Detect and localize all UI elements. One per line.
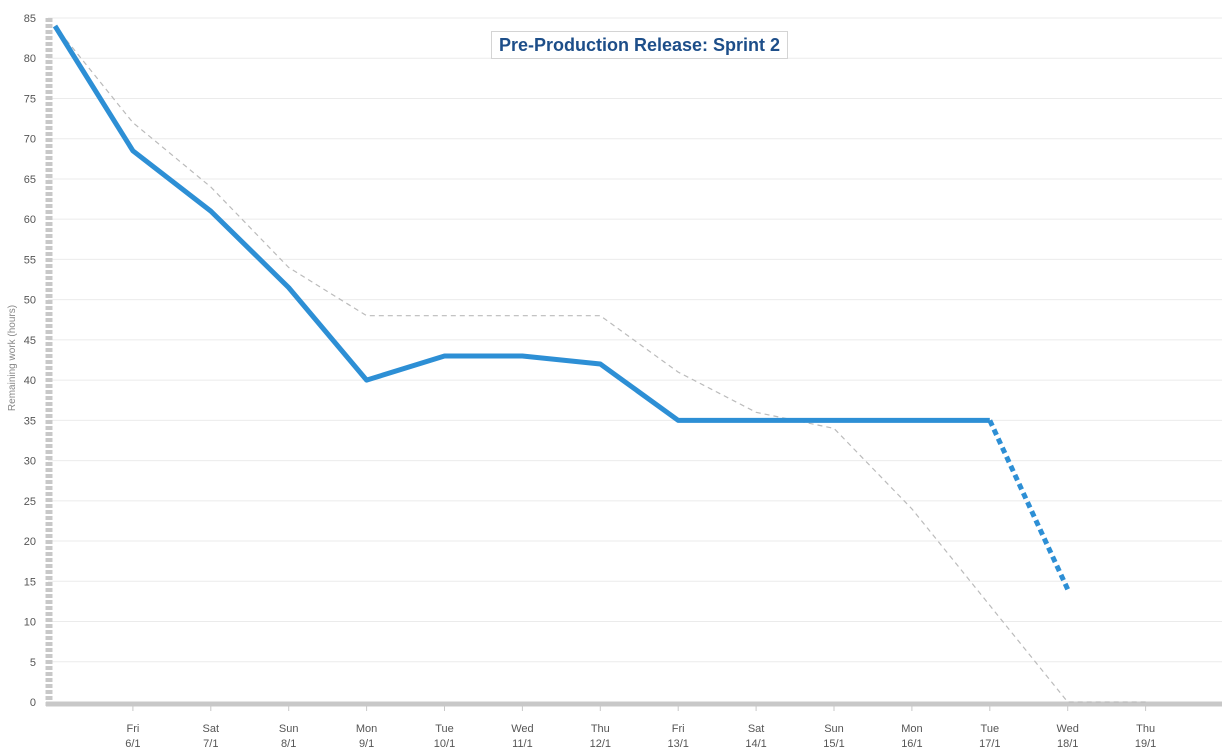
x-tick-date: 15/1 bbox=[823, 738, 844, 750]
series-line-ideal bbox=[54, 25, 1146, 703]
x-tick-date: 8/1 bbox=[281, 738, 296, 750]
x-tick-date: 18/1 bbox=[1057, 738, 1078, 750]
x-tick-date: 10/1 bbox=[434, 738, 455, 750]
x-tick-day: Sat bbox=[203, 723, 220, 735]
x-tick-day: Sun bbox=[824, 723, 844, 735]
x-axis-ticks: Fri 6/1 Sat 7/1 Sun 8/1 Mon 9/1 Tue 10/1 Wed 11/1 Th… bbox=[125, 706, 1156, 750]
y-tick-label: 15 bbox=[24, 576, 36, 588]
series-lines bbox=[52, 24, 1146, 703]
y-tick-label: 65 bbox=[24, 174, 36, 186]
x-tick-day: Fri bbox=[126, 723, 139, 735]
y-tick-label: 40 bbox=[24, 375, 36, 387]
x-tick-day: Sat bbox=[748, 723, 765, 735]
x-tick-date: 17/1 bbox=[979, 738, 1000, 750]
y-tick-label: 70 bbox=[24, 134, 36, 146]
x-tick-date: 16/1 bbox=[901, 738, 922, 750]
x-tick-day: Sun bbox=[279, 723, 299, 735]
x-tick-date: 13/1 bbox=[667, 738, 688, 750]
x-tick-day: Thu bbox=[591, 723, 610, 735]
y-tick-label: 75 bbox=[24, 93, 36, 105]
y-tick-label: 25 bbox=[24, 496, 36, 508]
y-tick-label: 80 bbox=[24, 53, 36, 65]
y-tick-label: 5 bbox=[30, 657, 36, 669]
y-axis-label: Remaining work (hours) bbox=[7, 305, 18, 411]
x-tick-date: 7/1 bbox=[203, 738, 218, 750]
x-tick-day: Fri bbox=[672, 723, 685, 735]
axes bbox=[45, 18, 1222, 707]
y-tick-label: 35 bbox=[24, 415, 36, 427]
x-tick-date: 11/1 bbox=[512, 738, 533, 750]
x-tick-date: 14/1 bbox=[745, 738, 766, 750]
x-tick-date: 6/1 bbox=[125, 738, 140, 750]
x-tick-date: 9/1 bbox=[359, 738, 374, 750]
x-tick-day: Wed bbox=[1056, 723, 1078, 735]
x-tick-date: 12/1 bbox=[590, 738, 611, 750]
y-tick-label: 45 bbox=[24, 335, 36, 347]
y-tick-label: 55 bbox=[24, 254, 36, 266]
y-tick-label: 85 bbox=[24, 13, 36, 25]
y-tick-label: 10 bbox=[24, 617, 36, 629]
y-tick-label: 60 bbox=[24, 214, 36, 226]
series-line-projected bbox=[987, 419, 1070, 591]
y-tick-label: 50 bbox=[24, 295, 36, 307]
x-tick-day: Mon bbox=[901, 723, 922, 735]
gridlines bbox=[48, 17, 1222, 703]
series-line-actual bbox=[52, 24, 990, 423]
y-tick-label: 20 bbox=[24, 536, 36, 548]
x-tick-day: Mon bbox=[356, 723, 377, 735]
chart-title: Pre-Production Release: Sprint 2 bbox=[491, 31, 788, 59]
x-tick-day: Tue bbox=[435, 723, 454, 735]
y-tick-label: 30 bbox=[24, 456, 36, 468]
x-tick-date: 19/1 bbox=[1135, 738, 1156, 750]
x-tick-day: Tue bbox=[981, 723, 1000, 735]
x-tick-day: Thu bbox=[1136, 723, 1155, 735]
x-tick-day: Wed bbox=[511, 723, 533, 735]
y-tick-label: 0 bbox=[30, 697, 36, 709]
y-axis-ticks: 0 5 10 15 20 25 30 35 40 45 50 55 60 65 70 75 80 85 bbox=[24, 13, 36, 709]
